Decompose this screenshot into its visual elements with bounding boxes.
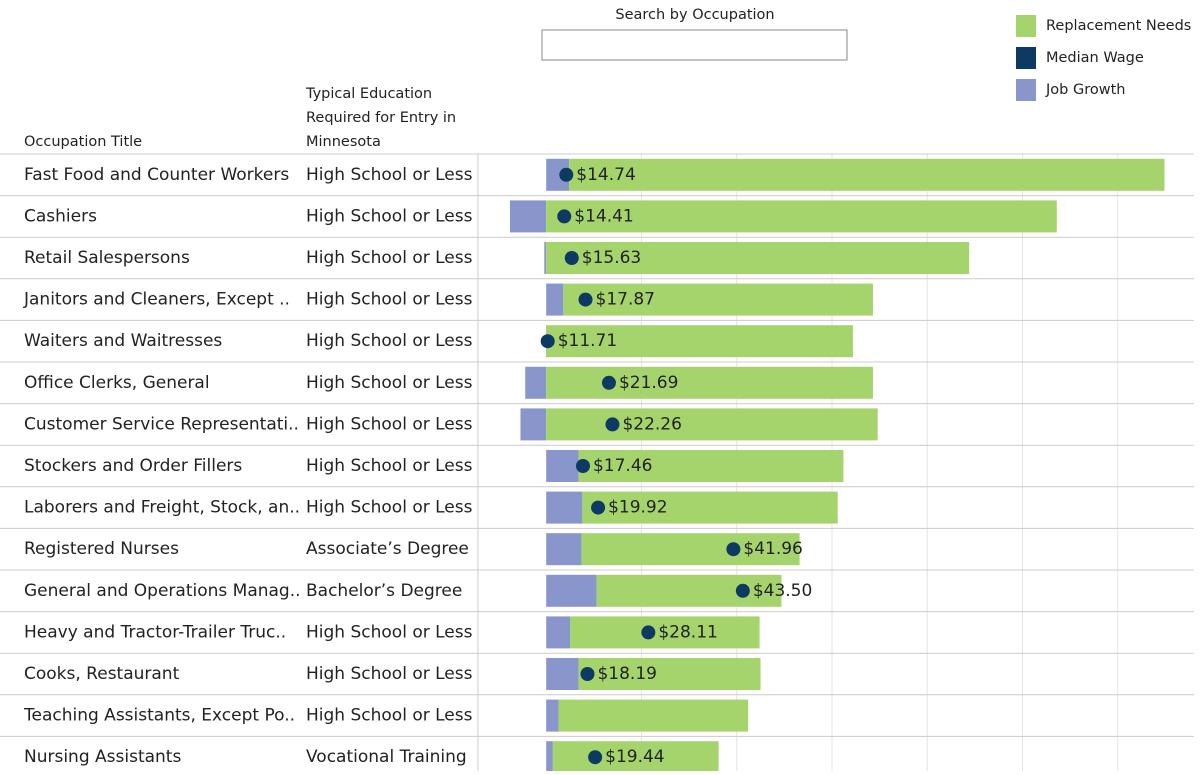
occupation: Waiters and Waitresses [24, 331, 222, 351]
replacement-bar [546, 325, 853, 358]
legend-label: Replacement Needs [1046, 18, 1191, 34]
occupation: Cashiers [24, 206, 97, 226]
occupation: Teaching Assistants, Except Po.. [23, 706, 295, 726]
wage-dot [578, 292, 593, 307]
wage-dot [559, 167, 574, 182]
wage-label: $17.46 [593, 456, 652, 476]
replacement-bar [558, 699, 749, 732]
occupation: Stockers and Order Fillers [24, 456, 242, 476]
occupation: Registered Nurses [24, 539, 179, 559]
wage-label: $15.63 [582, 248, 641, 268]
education: High School or Less [306, 206, 473, 226]
legend-swatch [1016, 79, 1036, 101]
job-growth-bar [546, 491, 583, 524]
job-growth-bar [546, 616, 571, 649]
wage-dot [580, 667, 595, 681]
education: Vocational Training [306, 747, 467, 767]
occupation: Laborers and Freight, Stock, an.. [24, 498, 300, 518]
replacement-bar [578, 450, 844, 482]
job-growth-bar [546, 658, 579, 690]
wage-dot [735, 583, 750, 598]
wage-dot [601, 375, 616, 390]
wage-label: $41.96 [743, 539, 802, 559]
replacement-bar [582, 491, 838, 524]
replacement-bar [546, 242, 970, 274]
education: High School or Less [306, 414, 473, 434]
replacement-bar [596, 574, 782, 607]
legend-label: Median Wage [1046, 50, 1144, 66]
occupation: Janitors and Cleaners, Except .. [23, 290, 290, 310]
job-growth-bar [546, 533, 582, 566]
search-box[interactable] [541, 29, 848, 61]
occupation: Heavy and Tractor-Trailer Truc.. [24, 622, 286, 642]
occupation: Office Clerks, General [24, 373, 210, 393]
wage-label: $22.26 [622, 414, 681, 434]
replacement-bar [563, 283, 873, 316]
job-growth-bar [509, 200, 547, 233]
wage-dot [540, 334, 555, 349]
education: High School or Less [306, 456, 473, 476]
wage-label: $43.50 [753, 581, 812, 601]
wage-dot [557, 209, 572, 224]
job-growth-bar [546, 574, 597, 607]
job-growth-bar [546, 741, 553, 774]
wage-label: $11.71 [558, 331, 617, 351]
education: High School or Less [306, 248, 473, 268]
wage-label: $14.41 [574, 206, 633, 226]
education: High School or Less [306, 373, 473, 393]
occupation: Customer Service Representati.. [24, 414, 299, 434]
replacement-bar [546, 200, 1057, 233]
education: High School or Less [306, 290, 473, 310]
job-growth-bar [525, 366, 547, 399]
education: High School or Less [306, 498, 473, 518]
replacement-bar [569, 158, 1165, 191]
job-growth-bar [544, 242, 547, 274]
job-growth-bar [520, 408, 547, 441]
legend-swatch [1016, 15, 1036, 37]
wage-label: $14.74 [576, 165, 635, 185]
education: High School or Less [306, 331, 473, 351]
wage-dot [591, 500, 606, 515]
wage-label: $18.19 [597, 664, 656, 684]
wage-dot [726, 542, 741, 557]
legend-label: Job Growth [1045, 82, 1125, 98]
education: High School or Less [306, 664, 473, 684]
job-growth-bar [546, 283, 564, 316]
wage-label: $17.87 [596, 290, 655, 310]
legend-swatch [1016, 47, 1036, 69]
occupation: Retail Salespersons [24, 248, 190, 268]
education: Associate’s Degree [306, 539, 469, 559]
wage-dot [588, 750, 603, 765]
job-growth-bar [546, 158, 570, 191]
education: High School or Less [306, 165, 473, 185]
wage-dot [605, 417, 620, 432]
replacement-bar [581, 533, 800, 566]
occupation: Cooks, Restaurant [24, 664, 180, 684]
search-label: Search by Occupation [615, 7, 774, 23]
job-growth-bar [546, 450, 579, 482]
wage-label: $19.44 [605, 747, 664, 767]
replacement-bar [546, 408, 878, 441]
replacement-bar [578, 658, 761, 690]
wage-label: $21.69 [619, 373, 678, 393]
occupation: Nursing Assistants [24, 747, 181, 767]
replacement-bar [570, 616, 760, 649]
occupation: General and Operations Manag.. [24, 581, 301, 601]
wage-dot [575, 459, 590, 473]
replacement-bar [546, 366, 873, 399]
column-header: Typical Education Required for Entry in Mi… [305, 86, 456, 150]
job-growth-bar [546, 699, 559, 732]
education: High School or Less [306, 622, 473, 642]
occupation: Fast Food and Counter Workers [24, 165, 289, 185]
column-header: Occupation Title [24, 134, 142, 150]
wage-label: $28.11 [658, 622, 717, 642]
wage-dot [641, 625, 656, 640]
education: Bachelor’s Degree [306, 581, 462, 601]
replacement-bar [552, 741, 719, 774]
wage-label: $19.92 [608, 498, 667, 518]
wage-dot [564, 251, 579, 265]
education: High School or Less [306, 706, 473, 726]
